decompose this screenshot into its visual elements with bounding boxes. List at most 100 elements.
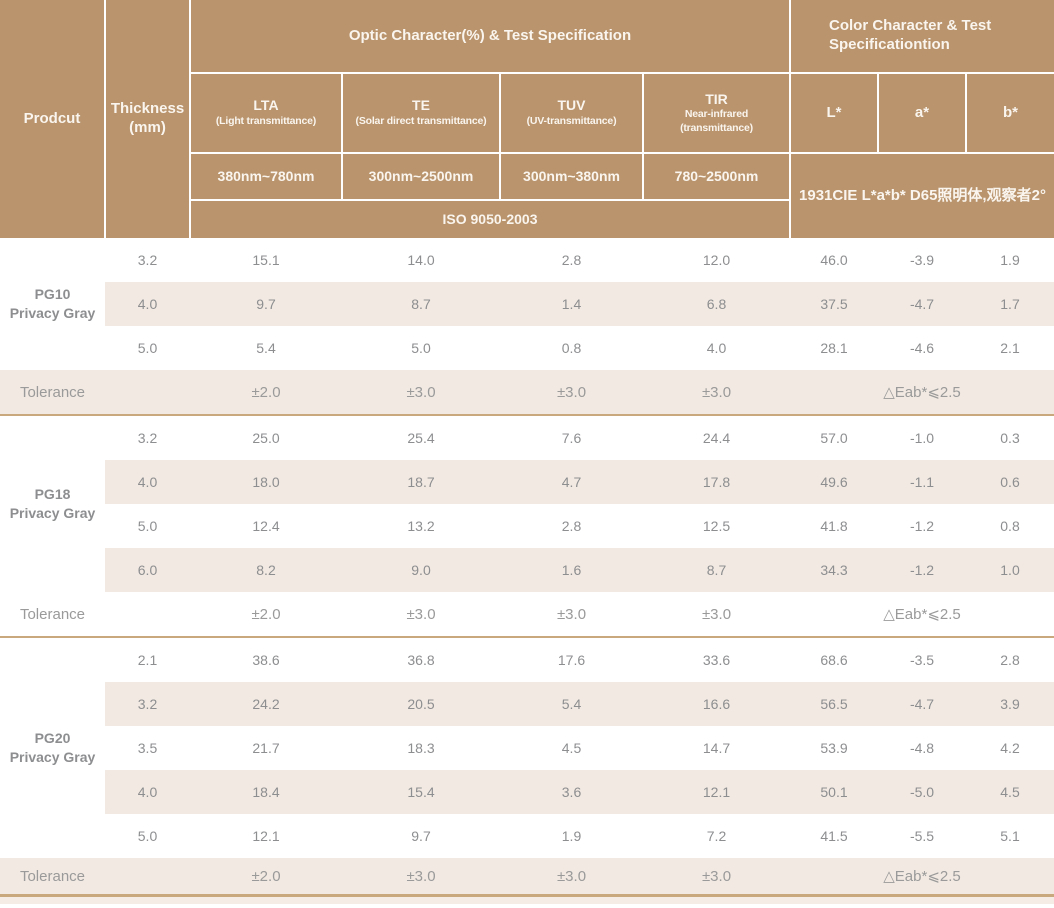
data-value: 1.9 — [1000, 252, 1020, 268]
color-tolerance-value: △Eab*⩽2.5 — [790, 858, 1054, 897]
data-value: 57.0 — [820, 430, 848, 446]
data-row: PG18 Privacy Gray 3.2 25.0 25.4 7.6 24.4 57.0 -… — [0, 415, 1054, 592]
te-desc: (Solar direct transmittance) — [355, 114, 487, 127]
thickness-value: 5.0 — [137, 518, 158, 534]
data-value: -4.7 — [878, 282, 966, 326]
l-star-column-header: L* — [791, 74, 877, 152]
color-test-standard: 1931CIE L*a*b* D65照明体,观察者2° — [791, 154, 1054, 238]
data-value: 7.6 — [561, 430, 582, 446]
product-name: PG20 Privacy Gray — [0, 637, 105, 858]
data-value: -5.0 — [878, 770, 966, 814]
data-row: 5.0 12.4 13.2 2.8 12.5 41.8 -1.2 0.8 — [0, 504, 1054, 548]
thickness-column-header: Thickness (mm) — [106, 0, 189, 238]
tir-desc: Near-infrared (transmittance) — [680, 108, 753, 134]
tolerance-value: ±3.0 — [500, 592, 643, 638]
data-value: 41.8 — [820, 518, 848, 534]
data-value: 21.7 — [252, 740, 280, 756]
data-value: 46.0 — [820, 252, 848, 268]
data-value: 0.8 — [1000, 518, 1020, 534]
lta-column-header: LTA (Light transmittance) — [191, 74, 341, 152]
data-value: -3.5 — [909, 652, 935, 668]
data-value: -1.2 — [909, 518, 935, 534]
thickness-value: 5.0 — [137, 828, 158, 844]
tolerance-value: ±3.0 — [500, 858, 643, 897]
data-row: 3.5 21.7 18.3 4.5 14.7 53.9 -4.8 4.2 — [0, 726, 1054, 770]
data-value: 1.4 — [500, 282, 643, 326]
data-value: 12.1 — [643, 770, 790, 814]
data-value: 8.7 — [643, 548, 790, 592]
tolerance-label: Tolerance — [0, 370, 105, 416]
data-row: PG20 Privacy Gray 2.1 38.6 36.8 17.6 33.6 68.6… — [0, 637, 1054, 858]
data-value: 38.6 — [252, 652, 280, 668]
tolerance-value: ±3.0 — [500, 370, 643, 416]
data-value: 9.7 — [411, 828, 431, 844]
data-value: 2.1 — [1000, 340, 1020, 356]
thickness-value: 4.0 — [105, 770, 190, 814]
data-value: 1.6 — [500, 548, 643, 592]
tolerance-value: ±3.0 — [643, 370, 790, 416]
data-value: 4.0 — [706, 340, 727, 356]
tolerance-value: ±3.0 — [342, 858, 500, 897]
data-value: 5.0 — [411, 340, 431, 356]
data-value: 5.4 — [500, 682, 643, 726]
product-name: PG10 Privacy Gray — [0, 238, 105, 370]
tolerance-empty-cell — [105, 370, 190, 416]
color-tolerance-value: △Eab*⩽2.5 — [790, 370, 1054, 416]
thickness-value: 4.0 — [105, 282, 190, 326]
data-value: -3.9 — [909, 252, 935, 268]
tir-abbr: TIR — [705, 90, 728, 107]
tolerance-value: ±2.0 — [190, 858, 342, 897]
lta-desc: (Light transmittance) — [215, 114, 317, 127]
tolerance-value: ±2.0 — [190, 370, 342, 416]
tolerance-label: Tolerance — [0, 858, 105, 897]
data-value: 20.5 — [342, 682, 500, 726]
tolerance-empty-cell — [105, 592, 190, 638]
te-abbr: TE — [412, 97, 430, 114]
data-value: 56.5 — [790, 682, 878, 726]
thickness-value: 3.2 — [137, 252, 158, 268]
data-value: 28.1 — [820, 340, 848, 356]
spec-data-table: PG10 Privacy Gray 3.2 15.1 14.0 2.8 12.0 46.0 -… — [0, 238, 1054, 897]
thickness-value: 3.2 — [105, 682, 190, 726]
data-value: 12.5 — [702, 518, 731, 534]
data-value: 9.0 — [342, 548, 500, 592]
data-row: PG10 Privacy Gray 3.2 15.1 14.0 2.8 12.0 46.0 -… — [0, 238, 1054, 370]
data-value: 14.0 — [407, 252, 435, 268]
tolerance-value: ±2.0 — [190, 592, 342, 638]
b-star-column-header: b* — [967, 74, 1054, 152]
data-value: -1.1 — [878, 460, 966, 504]
tuv-column-header: TUV (UV-transmittance) — [501, 74, 642, 152]
tuv-abbr: TUV — [557, 97, 586, 114]
data-value: 17.6 — [557, 652, 586, 668]
table-header: Prodcut Thickness (mm) Optic Character(%… — [0, 0, 1054, 238]
tolerance-label: Tolerance — [0, 592, 105, 638]
data-value: 8.2 — [190, 548, 342, 592]
tuv-desc: (UV-transmittance) — [526, 114, 617, 127]
data-value: 41.5 — [820, 828, 848, 844]
thickness-value: 6.0 — [105, 548, 190, 592]
tolerance-row: Tolerance ±2.0 ±3.0 ±3.0 ±3.0 △Eab*⩽2.5 — [0, 858, 1054, 897]
color-section-title: Color Character & Test Specificationtion — [791, 0, 1054, 72]
thickness-value: 2.1 — [137, 652, 158, 668]
data-value: 53.9 — [820, 740, 848, 756]
data-value: 25.4 — [407, 430, 435, 446]
data-value: 50.1 — [790, 770, 878, 814]
tolerance-row: Tolerance ±2.0 ±3.0 ±3.0 ±3.0 △Eab*⩽2.5 — [0, 370, 1054, 416]
te-wavelength-range: 300nm~2500nm — [343, 154, 499, 199]
tuv-wavelength-range: 300nm~380nm — [501, 154, 642, 199]
data-value: 18.0 — [190, 460, 342, 504]
tolerance-value: ±3.0 — [643, 592, 790, 638]
data-value: 1.9 — [561, 828, 582, 844]
data-value: 25.0 — [252, 430, 280, 446]
data-value: -1.0 — [909, 430, 935, 446]
data-value: 17.8 — [643, 460, 790, 504]
tir-wavelength-range: 780~2500nm — [644, 154, 789, 199]
data-value: 6.8 — [643, 282, 790, 326]
data-value: 12.4 — [252, 518, 280, 534]
data-value: 4.2 — [1000, 740, 1020, 756]
a-star-column-header: a* — [879, 74, 965, 152]
data-value: 68.6 — [820, 652, 848, 668]
data-value: 4.7 — [500, 460, 643, 504]
data-value: 0.6 — [966, 460, 1054, 504]
product-name: PG18 Privacy Gray — [0, 415, 105, 592]
